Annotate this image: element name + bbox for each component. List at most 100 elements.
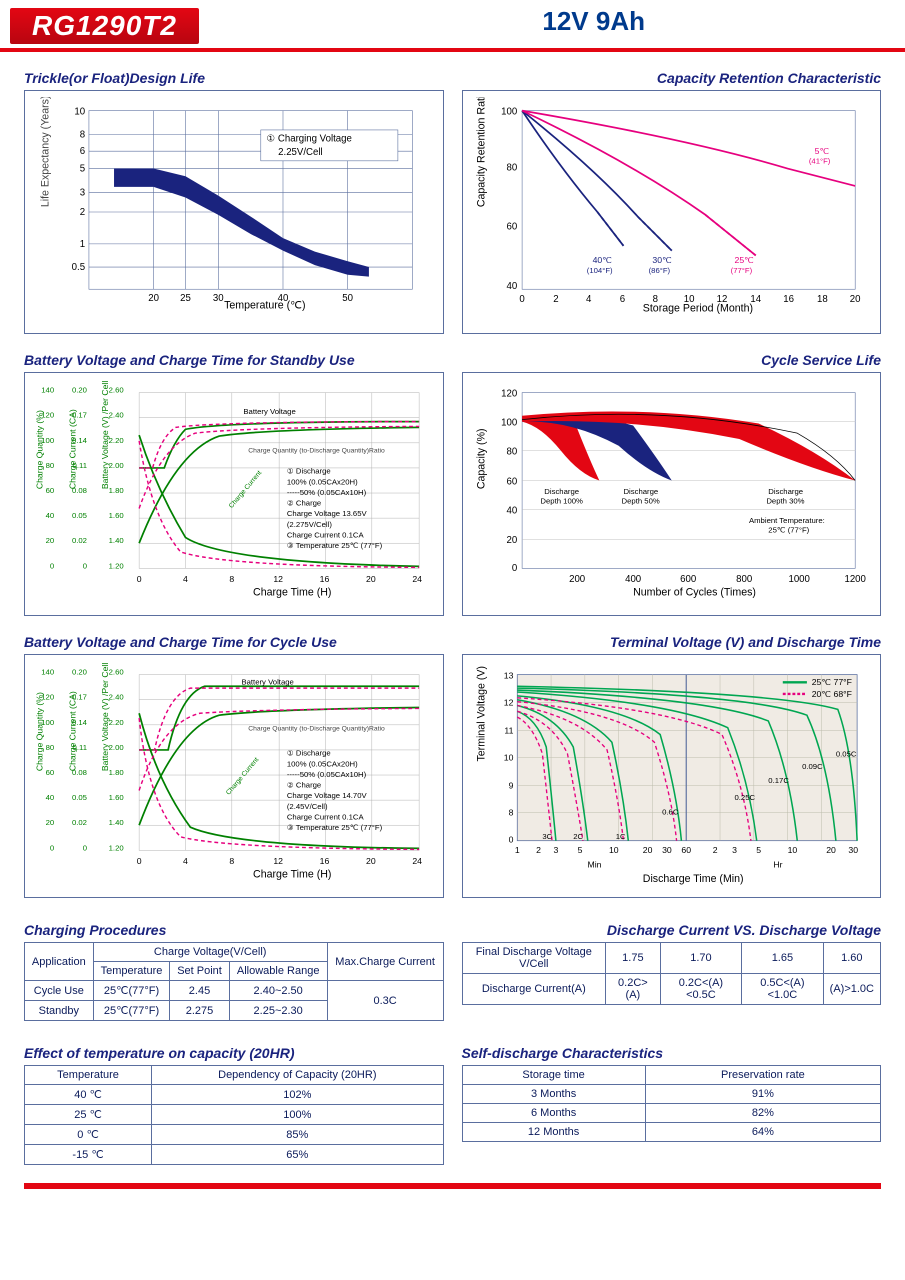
svg-text:2.40: 2.40 bbox=[109, 693, 124, 702]
svg-text:2.00: 2.00 bbox=[109, 743, 124, 752]
svg-text:0.5: 0.5 bbox=[72, 262, 85, 273]
svg-text:Depth 100%: Depth 100% bbox=[540, 497, 583, 506]
svg-text:Charge Quantity (to-Discharge: Charge Quantity (to-Discharge Quantity)R… bbox=[248, 447, 385, 454]
svg-text:12: 12 bbox=[503, 698, 513, 708]
standby-title: Battery Voltage and Charge Time for Stan… bbox=[24, 352, 444, 368]
svg-text:30: 30 bbox=[848, 845, 858, 855]
svg-text:0.05: 0.05 bbox=[72, 793, 87, 802]
svg-text:16: 16 bbox=[783, 294, 794, 305]
svg-text:Charge Current (CA): Charge Current (CA) bbox=[67, 409, 77, 489]
svg-text:0: 0 bbox=[50, 843, 54, 852]
svg-text:0: 0 bbox=[519, 294, 524, 305]
svg-text:Battery Voltage: Battery Voltage bbox=[241, 677, 293, 686]
svg-text:0.20: 0.20 bbox=[72, 668, 87, 677]
svg-text:5: 5 bbox=[756, 845, 761, 855]
svg-text:(41°F): (41°F) bbox=[808, 157, 830, 166]
svg-text:0: 0 bbox=[508, 835, 513, 845]
svg-text:12: 12 bbox=[273, 574, 283, 584]
svg-text:Discharge: Discharge bbox=[768, 487, 803, 496]
svg-text:20℃ 68°F: 20℃ 68°F bbox=[811, 689, 851, 699]
svg-text:0.02: 0.02 bbox=[72, 536, 87, 545]
svg-text:20: 20 bbox=[366, 856, 376, 866]
dvsv-table: Final Discharge Voltage V/Cell1.751.701.… bbox=[462, 942, 882, 1005]
svg-text:-----50% (0.05CAx10H): -----50% (0.05CAx10H) bbox=[287, 770, 367, 779]
svg-text:100: 100 bbox=[41, 718, 54, 727]
svg-text:Charge Voltage 14.70V: Charge Voltage 14.70V bbox=[287, 791, 368, 800]
svg-text:② Charge: ② Charge bbox=[287, 781, 321, 790]
svg-text:60: 60 bbox=[506, 476, 517, 487]
svg-text:40: 40 bbox=[506, 505, 517, 516]
spec-text: 12V 9Ah bbox=[542, 6, 645, 37]
svg-text:40: 40 bbox=[46, 511, 55, 520]
svg-text:14: 14 bbox=[750, 294, 761, 305]
dvsv-title: Discharge Current VS. Discharge Voltage bbox=[462, 922, 882, 938]
svg-text:0.6C: 0.6C bbox=[662, 808, 679, 817]
svg-text:0.17: 0.17 bbox=[72, 411, 87, 420]
svg-text:3C: 3C bbox=[542, 832, 552, 841]
svg-text:0.08: 0.08 bbox=[72, 768, 87, 777]
svg-text:10: 10 bbox=[74, 106, 85, 117]
svg-text:① Charging Voltage: ① Charging Voltage bbox=[267, 134, 352, 145]
svg-text:2.25V/Cell: 2.25V/Cell bbox=[278, 147, 322, 158]
svg-text:5: 5 bbox=[577, 845, 582, 855]
svg-text:6: 6 bbox=[80, 146, 85, 157]
svg-text:12: 12 bbox=[273, 856, 283, 866]
charging-table: ApplicationCharge Voltage(V/Cell)Max.Cha… bbox=[24, 942, 444, 1021]
svg-text:2: 2 bbox=[712, 845, 717, 855]
model-badge: RG1290T2 bbox=[10, 8, 199, 44]
svg-text:Ambient Temperature:: Ambient Temperature: bbox=[748, 516, 824, 525]
termvolt-chart: 25℃ 77°F 20℃ 68°F 3C2C1C 0.6C0.25C 0.17C… bbox=[462, 654, 882, 898]
svg-text:120: 120 bbox=[41, 693, 54, 702]
svg-text:0.02: 0.02 bbox=[72, 818, 87, 827]
svg-text:40℃: 40℃ bbox=[592, 255, 612, 265]
svg-text:400: 400 bbox=[625, 574, 641, 585]
svg-text:2.00: 2.00 bbox=[109, 461, 124, 470]
svg-text:Charge Time (H): Charge Time (H) bbox=[253, 586, 331, 598]
svg-text:0: 0 bbox=[137, 856, 142, 866]
svg-text:2.60: 2.60 bbox=[109, 668, 124, 677]
svg-text:① Discharge: ① Discharge bbox=[287, 467, 331, 476]
capret-title: Capacity Retention Characteristic bbox=[462, 70, 882, 86]
svg-text:1.20: 1.20 bbox=[109, 561, 124, 570]
cycleuse-title: Battery Voltage and Charge Time for Cycl… bbox=[24, 634, 444, 650]
svg-text:80: 80 bbox=[46, 743, 55, 752]
cycleuse-chart: Charge Quantity (%) Charge Current (CA) … bbox=[24, 654, 444, 898]
svg-text:600: 600 bbox=[680, 574, 696, 585]
svg-text:② Charge: ② Charge bbox=[287, 499, 321, 508]
svg-text:Charge Voltage 13.65V: Charge Voltage 13.65V bbox=[287, 509, 368, 518]
svg-text:Capacity Retention Ratio (%): Capacity Retention Ratio (%) bbox=[475, 97, 487, 207]
svg-text:(86°F): (86°F) bbox=[648, 266, 670, 275]
svg-text:Storage Period (Month): Storage Period (Month) bbox=[642, 302, 752, 314]
standby-chart: Charge Quantity (%) Charge Current (CA) … bbox=[24, 372, 444, 616]
svg-text:80: 80 bbox=[506, 446, 517, 457]
svg-text:20: 20 bbox=[46, 536, 55, 545]
svg-text:9: 9 bbox=[508, 781, 513, 791]
svg-text:1.40: 1.40 bbox=[109, 536, 124, 545]
svg-text:0.14: 0.14 bbox=[72, 436, 88, 445]
svg-text:60: 60 bbox=[46, 768, 55, 777]
header-bar: RG1290T2 12V 9Ah bbox=[0, 0, 905, 52]
svg-text:Charge Current 0.1CA: Charge Current 0.1CA bbox=[287, 812, 365, 821]
svg-text:0.05C: 0.05C bbox=[835, 750, 856, 759]
trickle-chart: ① Charging Voltage 2.25V/Cell Life Expec… bbox=[24, 90, 444, 334]
svg-text:1.80: 1.80 bbox=[109, 486, 124, 495]
svg-text:8: 8 bbox=[80, 130, 85, 141]
svg-text:20: 20 bbox=[826, 845, 836, 855]
svg-text:80: 80 bbox=[506, 162, 517, 173]
svg-text:20: 20 bbox=[366, 574, 376, 584]
svg-text:10: 10 bbox=[787, 845, 797, 855]
svg-text:Terminal Voltage (V): Terminal Voltage (V) bbox=[475, 666, 487, 762]
svg-text:10: 10 bbox=[503, 753, 513, 763]
svg-text:1200: 1200 bbox=[844, 574, 865, 585]
svg-text:16: 16 bbox=[320, 574, 330, 584]
svg-text:80: 80 bbox=[46, 461, 55, 470]
svg-text:200: 200 bbox=[569, 574, 585, 585]
svg-text:1.60: 1.60 bbox=[109, 511, 124, 520]
svg-text:2C: 2C bbox=[573, 832, 583, 841]
charging-title: Charging Procedures bbox=[24, 922, 444, 938]
svg-text:1.80: 1.80 bbox=[109, 768, 124, 777]
svg-text:-----50% (0.05CAx10H): -----50% (0.05CAx10H) bbox=[287, 488, 367, 497]
svg-text:Charge Current 0.1CA: Charge Current 0.1CA bbox=[287, 530, 365, 539]
svg-text:0.14: 0.14 bbox=[72, 718, 88, 727]
svg-text:30: 30 bbox=[213, 293, 224, 304]
